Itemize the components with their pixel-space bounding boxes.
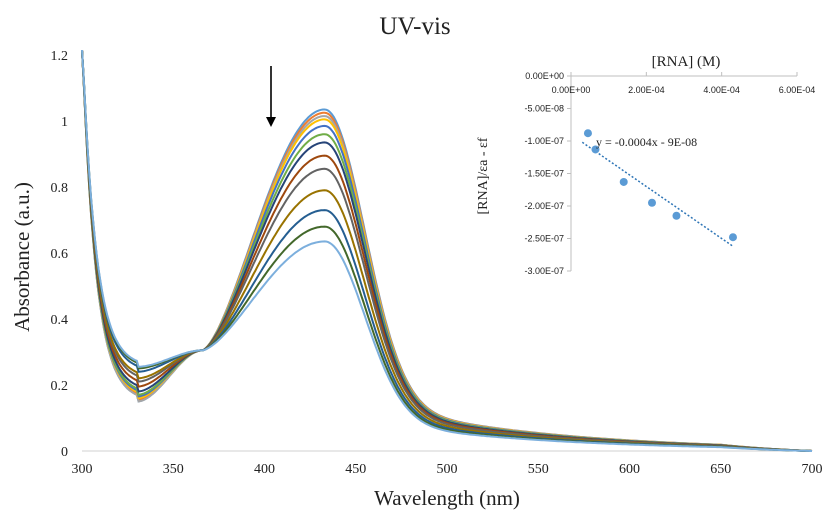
inset-y-tick-label: -3.00E-07 bbox=[524, 266, 564, 276]
main-y-tick-labels: 0 0.2 0.4 0.6 0.8 1 1.2 bbox=[51, 49, 69, 460]
main-y-tick-label: 1.2 bbox=[51, 49, 69, 64]
inset-x-tick-label: 0.00E+00 bbox=[552, 85, 591, 95]
inset-data-point bbox=[583, 129, 592, 138]
spectrum-series-line bbox=[81, 49, 813, 452]
main-series-group bbox=[81, 49, 813, 452]
main-y-tick-label: 0.2 bbox=[51, 379, 69, 394]
main-y-axis-label: Absorbance (a.u.) bbox=[10, 182, 34, 332]
spectrum-series-line bbox=[81, 49, 813, 452]
spectrum-series-line bbox=[81, 49, 813, 452]
spectrum-series-line bbox=[81, 49, 813, 452]
inset-data-point bbox=[672, 211, 681, 220]
spectrum-series-line bbox=[81, 49, 813, 452]
inset-y-tick-label: -1.50E-07 bbox=[524, 169, 564, 179]
inset-y-tick-label: -5.00E-08 bbox=[524, 104, 564, 114]
spectrum-series-line bbox=[81, 49, 813, 452]
main-x-tick-label: 450 bbox=[345, 462, 366, 477]
inset-data-point bbox=[728, 233, 737, 242]
inset-x-tick-label: 6.00E-04 bbox=[779, 85, 816, 95]
chart-title: UV-vis bbox=[379, 13, 450, 40]
main-x-tick-label: 300 bbox=[72, 462, 93, 477]
inset-trendline bbox=[581, 141, 734, 247]
spectrum-series-line bbox=[81, 49, 813, 452]
main-x-tick-label: 350 bbox=[163, 462, 184, 477]
main-x-tick-label: 400 bbox=[254, 462, 275, 477]
main-x-tick-label: 500 bbox=[437, 462, 458, 477]
inset-points-group bbox=[583, 129, 737, 242]
spectrum-series-line bbox=[81, 49, 813, 452]
main-x-tick-labels: 300 350 400 450 500 550 600 650 700 bbox=[72, 462, 823, 477]
trendline-equation: y = -0.0004x - 9E-08 bbox=[596, 135, 697, 149]
main-x-axis-label: Wavelength (nm) bbox=[374, 486, 520, 510]
inset-x-tick-labels: 0.00E+00 2.00E-04 4.00E-04 6.00E-04 bbox=[552, 72, 816, 95]
inset-data-point bbox=[619, 177, 628, 186]
main-y-tick-label: 0.8 bbox=[51, 181, 69, 196]
spectrum-series-line bbox=[81, 49, 813, 452]
main-y-tick-label: 0.6 bbox=[51, 247, 69, 262]
inset-data-point bbox=[647, 198, 656, 207]
inset-y-tick-labels: 0.00E+00 -5.00E-08 -1.00E-07 -1.50E-07 -2.00… bbox=[524, 71, 571, 276]
inset-y-tick-label: -1.00E-07 bbox=[524, 136, 564, 146]
spectrum-series-line bbox=[81, 49, 812, 452]
main-y-tick-label: 0.4 bbox=[51, 313, 69, 328]
inset-y-tick-label: -2.50E-07 bbox=[524, 234, 564, 244]
spectrum-series-line bbox=[81, 49, 813, 452]
inset-y-axis-label: [RNA]/εa - εf bbox=[476, 137, 491, 214]
spectrum-series-line bbox=[81, 49, 812, 452]
inset-trendline-group bbox=[581, 141, 734, 247]
inset-x-tick-label: 2.00E-04 bbox=[628, 85, 665, 95]
main-x-tick-label: 700 bbox=[802, 462, 823, 477]
inset-title: [RNA] (M) bbox=[652, 54, 721, 70]
decrease-arrow-head bbox=[266, 117, 276, 127]
inset-x-tick-label: 4.00E-04 bbox=[703, 85, 740, 95]
main-x-tick-label: 550 bbox=[528, 462, 549, 477]
inset-scatter-chart: [RNA] (M) 0.00E+00 -5.00E-08 -1.00E-07 -1.5… bbox=[476, 54, 815, 276]
main-y-tick-label: 1 bbox=[61, 115, 68, 130]
main-x-tick-label: 600 bbox=[619, 462, 640, 477]
inset-data-point bbox=[591, 145, 600, 154]
inset-y-tick-label: -2.00E-07 bbox=[524, 201, 564, 211]
spectrum-series-line bbox=[81, 49, 813, 452]
main-spectrum-chart: UV-vis 0 0.2 0.4 0.6 0.8 1 1.2 300 350 400 450 500… bbox=[10, 13, 823, 510]
main-y-tick-label: 0 bbox=[61, 445, 68, 460]
main-x-tick-label: 650 bbox=[710, 462, 731, 477]
inset-y-tick-label: 0.00E+00 bbox=[525, 71, 564, 81]
